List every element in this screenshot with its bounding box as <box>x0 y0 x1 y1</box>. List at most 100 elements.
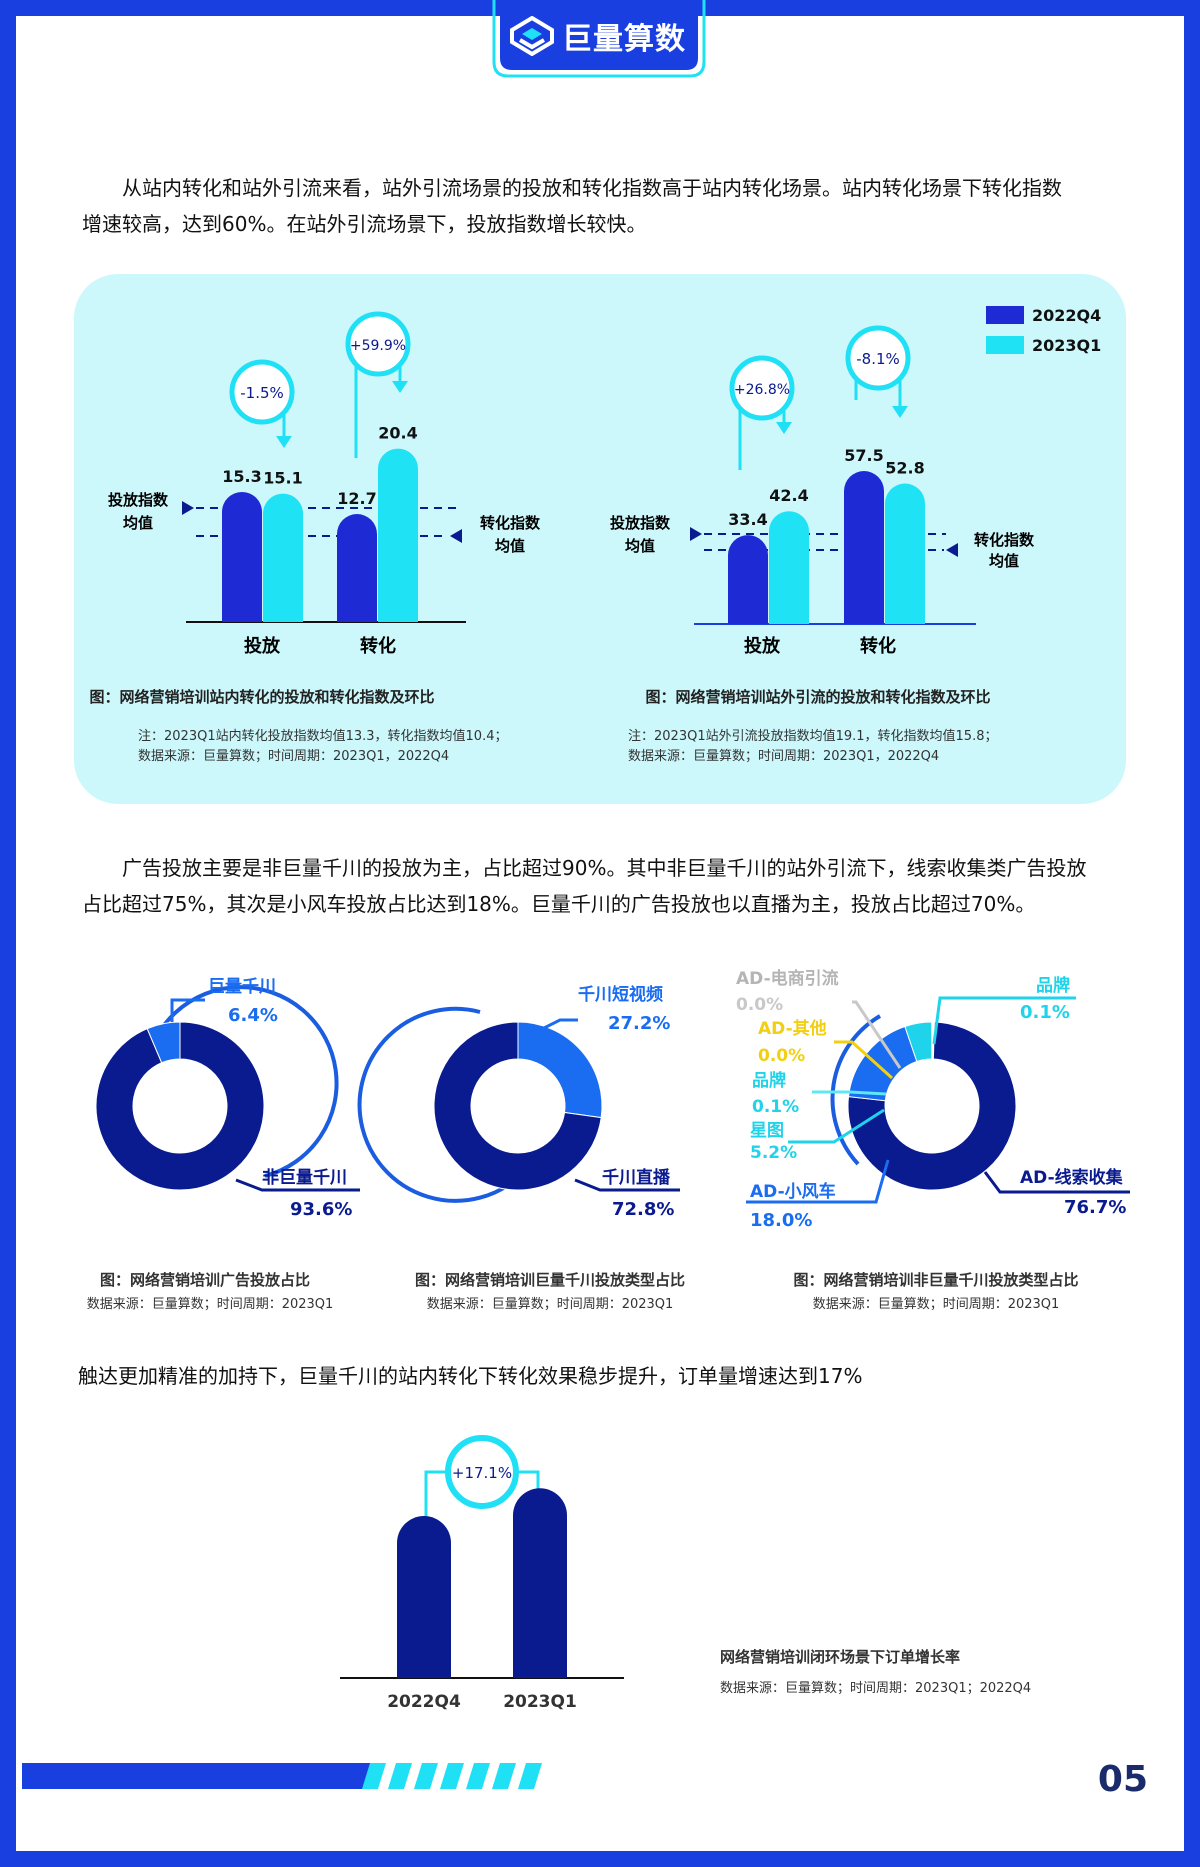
paragraph-2-line-1: 广告投放主要是非巨量千川的投放为主，占比超过90%。其中非巨量千川的站外引流下，… <box>122 856 1087 880</box>
chart1-bar-value-1-1: 20.4 <box>378 424 417 443</box>
chart2-ref-label-0-l1: 投放指数 <box>610 514 671 532</box>
bar-chart-orders: 2022Q4 2023Q1 +17.1% 网络营销培训闭环场景下订单增长率 数据… <box>340 1435 1031 1712</box>
paragraph-2-line-2: 占比超过75%，其次是小风车投放占比达到18%。巨量千川的广告投放也以直播为主，… <box>82 892 1036 916</box>
donut3-pct-1: 18.0% <box>750 1210 812 1231</box>
donut2-hole <box>471 1059 565 1153</box>
donut2-outer-ring <box>357 1006 522 1203</box>
donut3-leader-4 <box>834 1040 894 1080</box>
chart-orders-category-1: 2023Q1 <box>503 1692 577 1712</box>
donut1-label-1: 非巨量千川 <box>262 1167 347 1188</box>
chart-orders-category-0: 2022Q4 <box>387 1692 461 1712</box>
donut3-label-0: AD-线索收集 <box>1020 1167 1124 1188</box>
donut3-leader-6 <box>932 996 1076 1045</box>
chart2-bar-value-0-1: 42.4 <box>769 486 808 505</box>
chart1-ref-label-0-l1: 投放指数 <box>108 491 169 509</box>
chart1-change-badge-0 <box>229 359 295 425</box>
chart1-ref-label-0-l2: 均值 <box>123 514 153 532</box>
donut3-leader-0 <box>983 1171 1130 1194</box>
donut2-leader-1 <box>574 1178 680 1192</box>
chart-orders-title: 网络营销培训闭环场景下订单增长率 <box>720 1648 960 1666</box>
donut1-leader-0 <box>170 998 205 1022</box>
chart1-bar-1-0 <box>337 514 377 622</box>
donut3-label-1: AD-小风车 <box>750 1181 836 1202</box>
donut3-label-6: 品牌 <box>1036 975 1070 996</box>
donut-chart-1: 巨量千川 6.4% 非巨量千川 93.6% 图：网络营销培训广告投放占比 数据来… <box>87 976 360 1312</box>
donut3-hole <box>885 1059 979 1153</box>
donut1-hole <box>133 1059 227 1153</box>
chart2-bar-0-1 <box>769 511 809 624</box>
donut2-leader-0 <box>539 1018 578 1032</box>
chart1-bar-value-0-1: 15.1 <box>263 469 302 488</box>
chart2-change-connector-1 <box>854 378 902 410</box>
chart2-bar-value-0-0: 33.4 <box>728 510 767 529</box>
chart2-change-label-0: +26.8% <box>734 382 790 398</box>
chart1-change-connector-1 <box>354 364 402 458</box>
donut1-label-0: 巨量千川 <box>208 976 276 997</box>
chart2-ref-label-0-l2: 均值 <box>625 537 655 555</box>
chart1-title: 图：网络营销培训站内转化的投放和转化指数及环比 <box>89 688 434 706</box>
chart1-ref-arrow-1 <box>450 529 462 543</box>
donut3-pct-5: 0.0% <box>736 995 783 1015</box>
logo-icon <box>510 16 554 56</box>
chart1-change-label-1: +59.9% <box>350 338 406 354</box>
chart1-bar-0-0 <box>222 491 262 622</box>
chart1-bar-value-1-0: 12.7 <box>337 489 376 508</box>
donut3-title: 图：网络营销培训非巨量千川投放类型占比 <box>793 1271 1078 1289</box>
legend-label-2022q4: 2022Q4 <box>1032 306 1101 325</box>
donut3-pct-2: 5.2% <box>750 1143 797 1163</box>
bar-chart-2: 投放 转化 投放指数 均值 转化指数 均值 +26.8% -8.1% 图：网络营… <box>610 325 1035 764</box>
chart2-bar-1-0 <box>844 471 884 624</box>
donut2-label-0: 千川短视频 <box>578 984 663 1005</box>
donut2-pct-1: 72.8% <box>612 1199 674 1220</box>
chart2-source: 数据来源：巨量算数；时间周期：2023Q1，2022Q4 <box>628 749 939 764</box>
paragraph-1-line-2: 增速较高，达到60%。在站外引流场景下，投放指数增长较快。 <box>82 212 647 236</box>
paragraph-1-line-1: 从站内转化和站外引流来看，站外引流场景的投放和转化指数高于站内转化场景。站内转化… <box>122 176 1062 200</box>
chart1-category-label-0: 投放 <box>244 635 281 657</box>
donut2-source: 数据来源：巨量算数；时间周期：2023Q1 <box>427 1297 674 1312</box>
chart1-bar-1-1 <box>378 448 418 622</box>
chart-orders-bar-0 <box>397 1516 451 1678</box>
chart2-ref-label-1-l1: 转化指数 <box>974 531 1035 549</box>
chart2-change-badge-0 <box>729 355 795 421</box>
chart1-change-connector-0 <box>282 412 286 440</box>
donut1-title: 图：网络营销培训广告投放占比 <box>100 1271 310 1289</box>
donut2-title: 图：网络营销培训巨量千川投放类型占比 <box>415 1271 685 1289</box>
chart1-change-arrow-0 <box>276 436 292 448</box>
legend-swatch-2022q4 <box>986 306 1024 324</box>
donut3-outer-ring <box>830 1014 882 1166</box>
chart1-ref-arrow-0 <box>182 501 194 515</box>
donut1-source: 数据来源：巨量算数；时间周期：2023Q1 <box>87 1297 334 1312</box>
chart2-title: 图：网络营销培训站外引流的投放和转化指数及环比 <box>645 688 990 706</box>
chart1-ref-label-1-l2: 均值 <box>495 537 525 555</box>
brand-name: 巨量算数 <box>562 22 686 57</box>
chart2-ref-label-1-l2: 均值 <box>989 552 1019 570</box>
donut3-label-4: AD-其他 <box>758 1018 827 1039</box>
donut-chart-2: 千川短视频 27.2% 千川直播 72.8% 图：网络营销培训巨量千川投放类型占… <box>357 984 685 1312</box>
chart-orders-bar-1 <box>513 1488 567 1678</box>
paragraph-3: 触达更加精准的加持下，巨量千川的站内转化下转化效果稳步提升，订单量增速达到17% <box>78 1364 863 1388</box>
chart-orders-source: 数据来源：巨量算数；时间周期：2023Q1；2022Q4 <box>720 1681 1031 1696</box>
donut3-label-5: AD-电商引流 <box>736 968 839 989</box>
chart2-bar-value-1-1: 52.8 <box>885 459 924 478</box>
chart2-change-label-1: -8.1% <box>856 350 900 368</box>
chart2-category-label-0: 投放 <box>744 635 781 657</box>
legend-swatch-2023q1 <box>986 336 1024 354</box>
chart1-ref-label-1-l1: 转化指数 <box>480 514 541 532</box>
chart1-bar-0-1 <box>263 493 303 622</box>
chart2-note: 注：2023Q1站外引流投放指数均值19.1，转化指数均值15.8； <box>628 728 997 744</box>
donut3-leader-3 <box>812 1090 887 1096</box>
chart1-category-label-1: 转化 <box>360 635 396 657</box>
chart2-bar-0-0 <box>728 535 768 624</box>
chart2-change-arrow-1 <box>892 406 908 418</box>
donut3-pct-0: 76.7% <box>1064 1197 1126 1218</box>
chart2-change-badge-1 <box>845 325 911 391</box>
donut3-leader-1 <box>746 1159 890 1204</box>
chart2-change-arrow-0 <box>776 422 792 434</box>
chart1-bar-value-0-0: 15.3 <box>222 467 261 486</box>
chart2-category-label-1: 转化 <box>860 635 896 657</box>
donut3-label-3: 品牌 <box>752 1070 786 1091</box>
donut1-pct-1: 93.6% <box>290 1199 352 1220</box>
